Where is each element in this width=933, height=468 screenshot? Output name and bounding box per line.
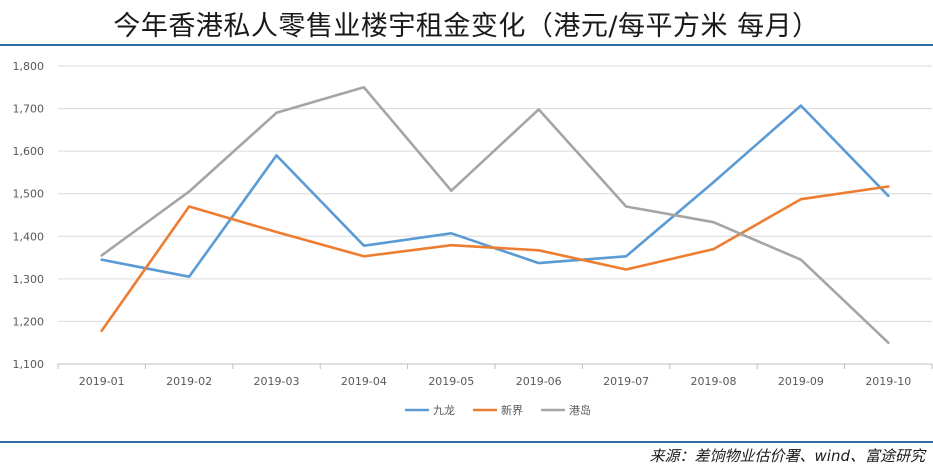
x-tick-label: 2019-01 (79, 375, 125, 388)
y-tick-label: 1,100 (13, 358, 45, 371)
series-line-新界 (100, 185, 890, 333)
x-tick-label: 2019-02 (166, 375, 212, 388)
x-tick-label: 2019-07 (603, 375, 649, 388)
series-line-港岛 (100, 86, 890, 345)
chart-title: 今年香港私人零售业楼宇租金变化（港元/每平方米 每月） (113, 11, 820, 42)
legend-label: 新界 (501, 403, 523, 417)
x-tick-label: 2019-08 (691, 375, 737, 388)
y-tick-label: 1,800 (13, 60, 45, 73)
series-line-九龙 (100, 104, 890, 279)
y-tick-label: 1,300 (13, 273, 45, 286)
y-tick-label: 1,200 (13, 315, 45, 328)
y-tick-label: 1,400 (13, 230, 45, 243)
header-divider (0, 44, 933, 46)
x-tick-label: 2019-03 (254, 375, 300, 388)
x-axis: 2019-01 2019-02 2019-03 2019-04 2019-05 2019-… (57, 363, 933, 388)
y-axis: 1,100 1,200 1,300 1,400 1,500 1,600 1,700 1,800 (13, 60, 45, 371)
x-tick-label: 2019-09 (778, 375, 824, 388)
y-tick-label: 1,700 (13, 103, 45, 116)
footer-divider (0, 441, 933, 443)
source-note: 来源：差饷物业估价署、wind、富途研究 (649, 447, 925, 465)
grid-lines (58, 65, 932, 322)
series-lines (100, 86, 890, 345)
x-tick-label: 2019-05 (428, 375, 474, 388)
y-tick-label: 1,500 (13, 188, 45, 201)
line-chart: 1,100 1,200 1,300 1,400 1,500 1,600 1,700 1,800… (13, 60, 933, 417)
legend-label: 港岛 (569, 403, 591, 417)
x-tick-label: 2019-10 (865, 375, 911, 388)
y-tick-label: 1,600 (13, 145, 45, 158)
x-tick-label: 2019-04 (341, 375, 387, 388)
legend: 九龙 新界 港岛 (405, 403, 591, 417)
x-tick-label: 2019-06 (516, 375, 562, 388)
legend-label: 九龙 (433, 404, 455, 417)
